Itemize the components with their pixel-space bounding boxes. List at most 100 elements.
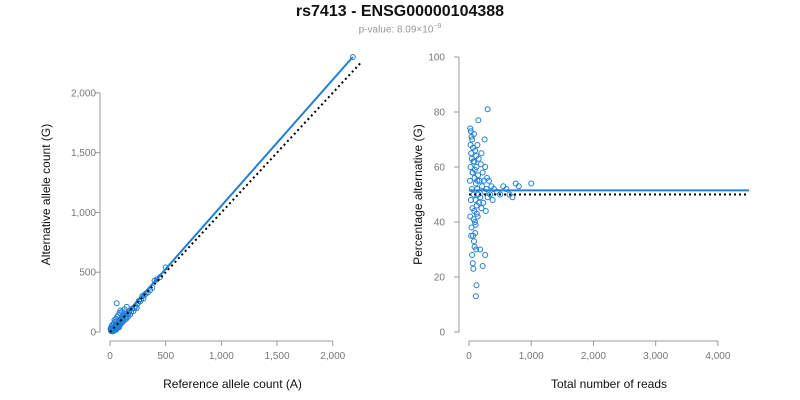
y-tick-label: 40	[434, 218, 446, 229]
data-point	[470, 265, 477, 272]
data-point	[112, 318, 119, 325]
data-point	[127, 311, 134, 318]
x-tick-label: 2,000	[581, 351, 606, 362]
y-tick-label: 500	[79, 268, 96, 279]
data-point	[500, 183, 507, 190]
data-point	[468, 150, 475, 157]
y-tick-label: 1,500	[71, 148, 96, 159]
data-point	[478, 150, 485, 157]
data-point	[469, 136, 476, 143]
data-point	[123, 315, 130, 322]
x-tick-label: 0	[466, 351, 472, 362]
reference-line	[109, 62, 362, 333]
data-point	[478, 205, 485, 212]
x-tick-label: 3,000	[643, 351, 668, 362]
data-point	[485, 177, 492, 184]
data-point	[472, 293, 479, 300]
x-tick-label: 2,000	[320, 351, 345, 362]
x-tick-label: 1,000	[519, 351, 544, 362]
data-point	[479, 263, 486, 269]
data-point	[484, 106, 491, 113]
y-axis-title: Percentage alternative (G)	[411, 124, 425, 265]
fit-line	[109, 56, 354, 333]
data-point	[468, 224, 475, 231]
data-point	[467, 125, 474, 132]
y-tick-label: 0	[439, 328, 445, 339]
data-point	[467, 128, 474, 135]
data-point	[474, 213, 481, 220]
data-point	[476, 177, 483, 184]
data-point	[130, 308, 137, 315]
y-tick-label: 0	[90, 328, 96, 339]
data-point	[466, 177, 473, 184]
x-tick-label: 1,000	[209, 351, 234, 362]
data-point	[487, 191, 494, 198]
data-point	[474, 186, 481, 192]
data-point	[113, 300, 120, 307]
data-point	[515, 183, 522, 190]
data-point	[477, 161, 484, 168]
y-tick-label: 1,000	[71, 208, 96, 219]
data-point	[468, 232, 475, 239]
y-tick-label: 20	[434, 273, 446, 284]
data-point	[509, 194, 516, 201]
data-point	[469, 260, 476, 267]
data-point	[480, 199, 487, 206]
chart-subtitle: p-value: 8.09×10−9	[0, 23, 800, 35]
x-tick-label: 4,000	[705, 351, 730, 362]
x-tick-label: 1,500	[265, 351, 290, 362]
data-point	[472, 230, 479, 236]
scatter-panel-allele-counts: 0 500 1,000 1,500 2,000 Reference allele coun…	[39, 54, 362, 391]
data-point	[474, 142, 481, 148]
x-tick-label: 500	[157, 351, 174, 362]
y-tick-label: 100	[428, 53, 445, 64]
data-point	[471, 219, 478, 225]
data-point	[483, 186, 490, 192]
data-point	[528, 180, 535, 187]
data-point	[472, 221, 479, 228]
y-tick-label: 60	[434, 163, 446, 174]
scatter-panel-percentage: 0 1,000 2,000 3,000 4,000 Total number of rea…	[411, 53, 749, 391]
x-axis-title: Total number of reads	[551, 377, 667, 391]
y-tick-label: 80	[434, 108, 446, 119]
y-axis-title: Alternative allele count (G)	[39, 124, 53, 265]
data-point	[467, 164, 474, 170]
data-point	[497, 191, 504, 198]
data-point	[482, 164, 489, 170]
data-point	[470, 216, 477, 223]
data-point	[471, 166, 478, 173]
data-point	[473, 153, 480, 159]
data-point	[477, 246, 484, 253]
data-point	[470, 144, 477, 151]
data-point	[512, 180, 519, 187]
data-point	[503, 186, 510, 192]
x-axis-title: Reference allele count (A)	[163, 377, 302, 391]
data-point	[475, 117, 482, 124]
data-point	[482, 208, 489, 214]
data-point	[482, 252, 489, 258]
y-tick-label: 2,000	[71, 88, 96, 99]
data-point	[474, 177, 481, 184]
chart-title: rs7413 - ENSG00000104388	[295, 3, 505, 20]
data-point	[489, 197, 496, 203]
data-point	[479, 169, 486, 176]
data-point	[471, 158, 478, 165]
data-point	[469, 252, 476, 258]
data-point	[473, 282, 480, 289]
data-point	[471, 243, 478, 250]
data-point	[475, 172, 482, 179]
data-point	[481, 136, 488, 143]
data-point	[473, 210, 480, 217]
data-point	[349, 54, 356, 60]
data-point	[119, 308, 126, 315]
data-point	[123, 303, 130, 310]
p-value-prefix: p-value:	[358, 24, 397, 36]
p-value-exponent: −9	[433, 23, 442, 30]
p-value-mantissa: 8.09×10	[396, 24, 434, 36]
x-tick-label: 0	[107, 351, 113, 362]
data-point	[475, 199, 482, 206]
data-point	[468, 133, 475, 140]
data-point	[470, 238, 477, 245]
